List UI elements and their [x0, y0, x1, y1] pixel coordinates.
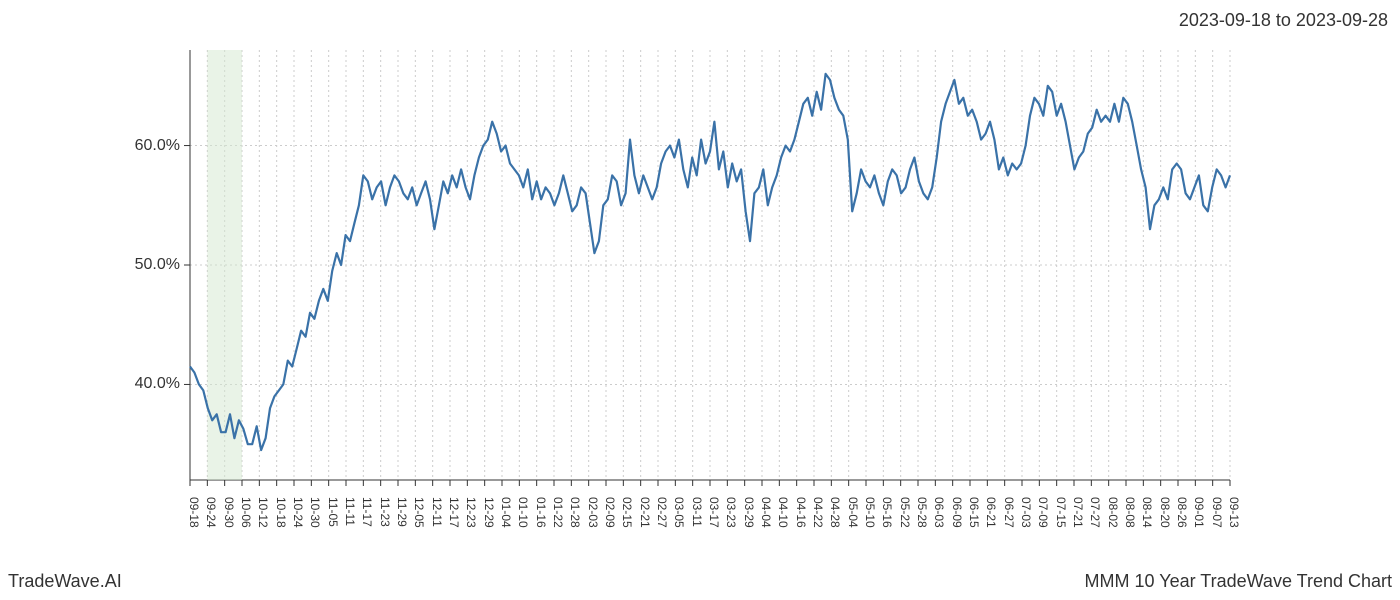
x-tick-label: 12-29	[482, 497, 496, 528]
x-tick-label: 09-13	[1227, 497, 1241, 528]
x-tick-label: 07-09	[1036, 497, 1050, 528]
x-tick-label: 10-06	[239, 497, 253, 528]
y-tick-label: 40.0%	[135, 375, 180, 393]
x-tick-label: 09-30	[222, 497, 236, 528]
x-tick-label: 04-10	[776, 497, 790, 528]
x-tick-label: 10-12	[256, 497, 270, 528]
x-tick-label: 11-23	[378, 497, 392, 527]
brand-label: TradeWave.AI	[8, 571, 122, 592]
chart-container: 2023-09-18 to 2023-09-28 40.0%50.0%60.0%…	[0, 0, 1400, 600]
x-tick-label: 03-11	[690, 497, 704, 527]
x-tick-label: 07-15	[1054, 497, 1068, 528]
x-tick-label: 02-21	[638, 497, 652, 528]
x-tick-label: 11-11	[343, 497, 357, 526]
x-tick-label: 08-20	[1158, 497, 1172, 528]
x-tick-label: 01-16	[534, 497, 548, 528]
x-tick-label: 06-15	[967, 497, 981, 528]
x-tick-label: 06-27	[1002, 497, 1016, 528]
x-tick-label: 08-14	[1140, 497, 1154, 528]
x-tick-label: 03-29	[742, 497, 756, 528]
x-tick-label: 05-22	[898, 497, 912, 528]
x-tick-label: 08-26	[1175, 497, 1189, 528]
x-tick-label: 05-28	[915, 497, 929, 528]
x-tick-label: 04-22	[811, 497, 825, 528]
x-tick-label: 05-16	[880, 497, 894, 528]
x-tick-label: 09-01	[1192, 497, 1206, 528]
x-tick-label: 04-04	[759, 497, 773, 528]
x-tick-label: 07-27	[1088, 497, 1102, 528]
x-tick-label: 03-23	[724, 497, 738, 528]
x-tick-label: 01-22	[551, 497, 565, 528]
x-tick-label: 07-03	[1019, 497, 1033, 528]
x-tick-label: 10-24	[291, 497, 305, 528]
x-tick-label: 06-09	[950, 497, 964, 528]
x-tick-label: 02-27	[655, 497, 669, 528]
chart-title-label: MMM 10 Year TradeWave Trend Chart	[1085, 571, 1392, 592]
x-tick-label: 06-21	[984, 497, 998, 528]
x-tick-label: 01-10	[516, 497, 530, 528]
y-tick-label: 50.0%	[135, 256, 180, 274]
x-tick-label: 11-17	[360, 497, 374, 527]
x-tick-label: 10-18	[274, 497, 288, 528]
x-tick-label: 05-04	[846, 497, 860, 528]
x-tick-label: 12-11	[430, 497, 444, 527]
x-tick-label: 11-29	[395, 497, 409, 527]
x-tick-label: 12-23	[464, 497, 478, 528]
x-tick-label: 12-17	[447, 497, 461, 528]
x-tick-label: 11-05	[326, 497, 340, 527]
x-tick-label: 05-10	[863, 497, 877, 528]
y-tick-label: 60.0%	[135, 137, 180, 155]
x-tick-label: 12-05	[412, 497, 426, 528]
x-tick-label: 10-30	[308, 497, 322, 528]
x-tick-label: 03-05	[672, 497, 686, 528]
x-tick-label: 06-03	[932, 497, 946, 528]
x-tick-label: 02-15	[620, 497, 634, 528]
x-tick-label: 01-28	[568, 497, 582, 528]
x-tick-label: 03-17	[707, 497, 721, 528]
x-tick-label: 04-28	[828, 497, 842, 528]
x-tick-label: 07-21	[1071, 497, 1085, 528]
x-tick-label: 04-16	[794, 497, 808, 528]
x-tick-label: 09-18	[187, 497, 201, 528]
x-tick-label: 08-08	[1123, 497, 1137, 528]
x-tick-label: 02-03	[586, 497, 600, 528]
x-tick-label: 09-24	[204, 497, 218, 528]
x-tick-label: 01-04	[499, 497, 513, 528]
x-tick-label: 09-07	[1210, 497, 1224, 528]
x-tick-label: 08-02	[1106, 497, 1120, 528]
x-tick-label: 02-09	[603, 497, 617, 528]
